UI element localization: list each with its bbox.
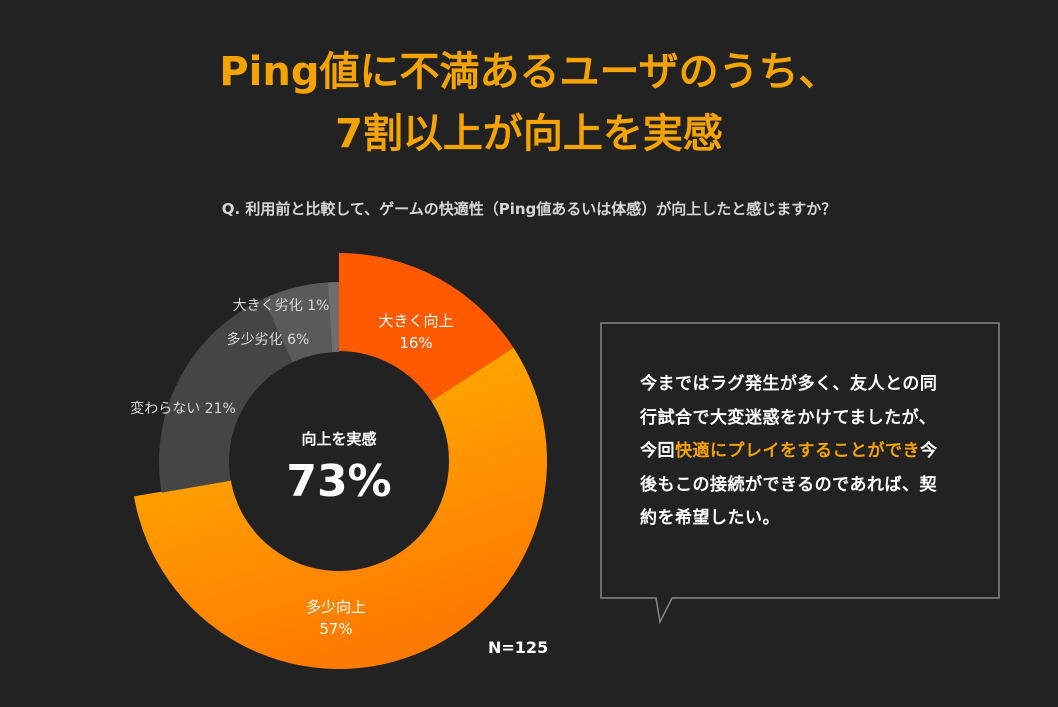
- center-value: 73%: [286, 456, 391, 507]
- comment-highlight: 快適にプレイをすることができ: [675, 441, 920, 461]
- slice-value-2: 57%: [319, 620, 352, 638]
- comment-text-2: 今後もこの接続ができるのであれば、契約を希望したい。: [640, 441, 938, 528]
- headline-line-1: Ping値に不満あるユーザのうち、: [219, 49, 839, 95]
- slice-label-2: 多少向上: [306, 598, 366, 616]
- center-label: 向上を実感: [301, 430, 376, 448]
- slice-label-4: 多少劣化 6%: [227, 331, 310, 348]
- donut-slice-3: [159, 298, 293, 493]
- slice-label-5: 大きく劣化 1%: [233, 298, 330, 314]
- chart-center: 向上を実感 73%: [286, 430, 391, 507]
- comment-bubble: [600, 322, 1000, 625]
- survey-question: Q. 利用前と比較して、ゲームの快適性（Ping値あるいは体感）が向上したと感じ…: [221, 200, 837, 218]
- comment-text-1: 今まではラグ発生が多く、友人との同行試合で大変迷惑をかけてましたが、今回: [640, 374, 938, 461]
- donut-slice-5: [327, 282, 339, 353]
- sample-size-label: N=125: [488, 638, 549, 657]
- donut-slice-4: [263, 282, 333, 363]
- user-comment: 今まではラグ発生が多く、友人との同行試合で大変迷惑をかけてましたが、今回快適にプ…: [640, 368, 950, 536]
- slice-label-3: 変わらない 21%: [130, 400, 236, 417]
- donut-slice-2: [134, 347, 547, 669]
- slice-value-1: 16%: [399, 334, 432, 352]
- headline-line-2: 7割以上が向上を実感: [335, 111, 723, 157]
- slice-label-1: 大きく向上: [378, 312, 453, 330]
- donut-slice-1: [339, 253, 514, 402]
